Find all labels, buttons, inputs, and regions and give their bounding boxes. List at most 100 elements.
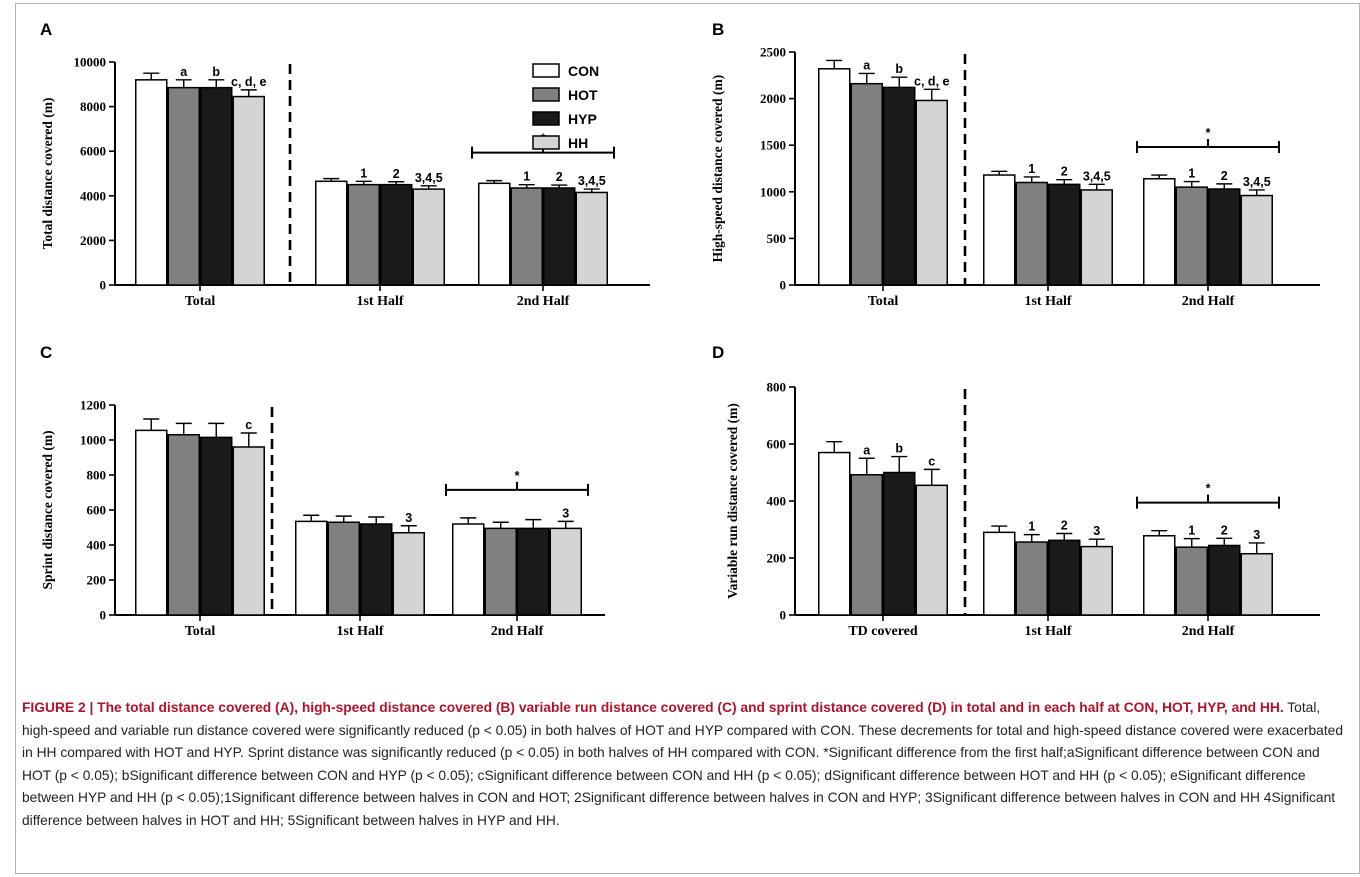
y-tick-label: 0 <box>780 608 787 623</box>
bar-hot <box>1015 541 1048 616</box>
significance-label: a <box>863 443 871 457</box>
x-category-label: 2nd Half <box>1182 624 1235 639</box>
chart-panel-d: D Variable run distance covered (m) 0 200 40… <box>712 343 1320 639</box>
significance-label: 2 <box>1061 165 1068 179</box>
legend-swatch-con <box>532 63 560 78</box>
x-category-label: 1st Half <box>1024 624 1071 639</box>
y-tick-label: 600 <box>767 437 787 452</box>
panel-letter: D <box>712 343 724 362</box>
chart-panel-a: A Total distance covered (m) 0 2000 4000 6000… <box>40 20 650 309</box>
figure-caption: FIGURE 2 | The total distance covered (A… <box>22 697 1348 832</box>
y-axis-title: Total distance covered (m) <box>40 98 55 250</box>
y-tick-label: 10000 <box>74 55 107 70</box>
bar-hh <box>1240 194 1273 286</box>
bar-hot <box>327 521 360 616</box>
bar-hyp <box>360 523 393 616</box>
y-tick-label: 4000 <box>80 188 106 203</box>
legend-label: CON <box>568 63 599 79</box>
significance-label: 2 <box>1221 523 1228 537</box>
bar-hh <box>392 532 425 616</box>
bar-hh <box>232 446 265 616</box>
y-tick-label: 500 <box>767 231 787 246</box>
significance-label: 2 <box>556 170 563 184</box>
legend-swatch-hot <box>532 87 560 102</box>
bar-hyp <box>517 527 550 616</box>
bar-hh <box>915 99 948 286</box>
significance-label: 1 <box>1188 167 1195 181</box>
panel-letter: C <box>40 343 52 362</box>
x-category-label: Total <box>185 294 216 309</box>
chart-panel-b: B High-speed distance covered (m) 0 500 1000… <box>710 20 1320 309</box>
bar-hyp <box>883 86 916 286</box>
y-axis-title: Variable run distance covered (m) <box>725 403 740 599</box>
x-category-label: 2nd Half <box>517 294 570 309</box>
bar-con <box>135 79 168 286</box>
panel-letter: A <box>40 20 52 39</box>
y-tick-label: 0 <box>780 278 787 293</box>
y-tick-label: 1000 <box>760 184 786 199</box>
significance-label: 3 <box>1253 528 1260 542</box>
bar-hyp <box>1048 539 1081 616</box>
bar-con <box>1143 535 1176 616</box>
significance-label: 3,4,5 <box>578 174 606 188</box>
significance-label: 3,4,5 <box>1243 175 1271 189</box>
bar-con <box>1143 178 1176 286</box>
significance-label: 3 <box>562 506 569 520</box>
bar-con <box>818 68 851 286</box>
significance-label: 1 <box>1188 524 1195 538</box>
significance-label: b <box>895 62 903 76</box>
significance-label: 3,4,5 <box>1083 169 1111 183</box>
significance-label: 3 <box>1093 524 1100 538</box>
y-tick-label: 1500 <box>760 138 786 153</box>
bar-hot <box>347 183 380 286</box>
significance-label: 2 <box>1221 169 1228 183</box>
y-tick-label: 2000 <box>760 91 786 106</box>
x-category-label: 1st Half <box>336 624 383 639</box>
bar-con <box>983 531 1016 616</box>
y-axis-title: Sprint distance covered (m) <box>40 430 55 589</box>
bar-hyp <box>1208 188 1241 286</box>
legend-label: HOT <box>568 87 598 103</box>
bar-hot <box>510 187 543 286</box>
bar-hot <box>484 527 517 616</box>
bar-hh <box>1080 545 1113 616</box>
bar-hyp <box>380 183 413 286</box>
y-tick-label: 1000 <box>80 433 106 448</box>
bar-hh <box>232 95 265 286</box>
significance-label: 2 <box>393 167 400 181</box>
y-axis-title: High-speed distance covered (m) <box>710 75 725 263</box>
bar-con <box>315 180 348 286</box>
significance-label: 1 <box>523 170 530 184</box>
bracket-star: * <box>515 469 520 483</box>
bracket-star: * <box>1206 482 1211 496</box>
bar-hot <box>1015 181 1048 286</box>
bar-hh <box>1080 189 1113 286</box>
significance-label: 3,4,5 <box>415 171 443 185</box>
chart-panel-c: C Sprint distance covered (m) 0 200 400 600 80… <box>40 343 605 639</box>
significance-label: 3 <box>405 511 412 525</box>
bar-con <box>983 174 1016 286</box>
bar-hot <box>167 86 200 286</box>
bar-hyp <box>1208 544 1241 616</box>
y-tick-label: 200 <box>767 551 787 566</box>
significance-label: c, d, e <box>914 74 949 88</box>
caption-label: FIGURE 2 | The total distance covered (A… <box>22 700 1284 715</box>
bar-hh <box>915 484 948 616</box>
significance-label: c, d, e <box>231 75 266 89</box>
significance-label: 2 <box>1061 518 1068 532</box>
bar-con <box>135 429 168 616</box>
bar-hot <box>1175 546 1208 616</box>
bar-con <box>295 520 328 616</box>
bar-con <box>452 523 485 616</box>
bar-hot <box>167 434 200 616</box>
bar-hot <box>1175 186 1208 286</box>
x-category-label: 1st Half <box>356 294 403 309</box>
bar-hyp <box>543 187 576 286</box>
bar-con <box>478 182 511 286</box>
caption-body: Total, high-speed and variable run dista… <box>22 700 1344 828</box>
significance-label: 1 <box>1028 520 1035 534</box>
bar-hh <box>575 191 608 286</box>
significance-label: a <box>180 65 188 79</box>
y-tick-label: 1200 <box>80 398 106 413</box>
